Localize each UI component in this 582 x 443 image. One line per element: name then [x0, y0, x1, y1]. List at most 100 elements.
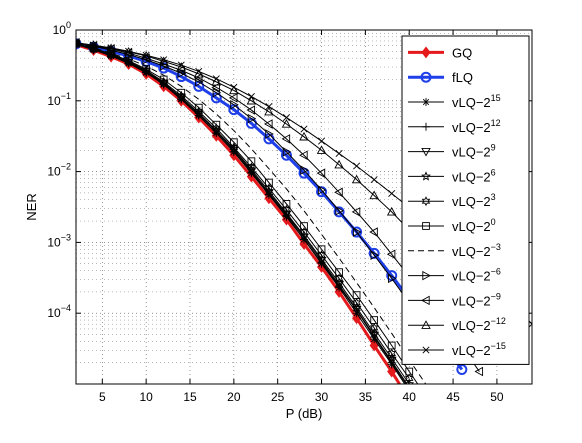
data-point	[247, 157, 256, 166]
data-point	[300, 165, 309, 175]
data-point	[76, 39, 80, 47]
data-point	[142, 54, 152, 65]
data-point	[90, 41, 98, 49]
legend-marker	[421, 196, 431, 207]
series-gq	[76, 38, 402, 384]
series-line	[76, 42, 445, 353]
data-point	[212, 75, 220, 83]
data-point	[141, 66, 152, 76]
legend-label: vLQ−2−9	[452, 291, 501, 308]
legend-marker	[421, 171, 431, 181]
y-tick-label: 10−4	[47, 303, 71, 320]
legend-label: vLQ−26	[452, 167, 496, 184]
plot-area	[76, 37, 532, 384]
series-line	[76, 43, 402, 384]
data-point	[230, 99, 239, 110]
data-point	[334, 159, 344, 169]
legend-label: vLQ−23	[452, 192, 496, 209]
series-layer	[76, 37, 532, 384]
y-tick-label: 10−2	[47, 162, 71, 179]
legend-entry: vLQ−2−3	[408, 242, 501, 259]
data-point	[456, 364, 468, 376]
series-vlq-2-9	[76, 40, 414, 384]
data-point	[351, 174, 362, 184]
data-point	[159, 75, 168, 84]
data-point	[195, 77, 204, 87]
data-point	[76, 37, 81, 47]
data-point	[335, 205, 345, 216]
data-point	[528, 320, 532, 328]
data-point	[405, 367, 414, 376]
legend-label: GQ	[452, 45, 472, 60]
data-point	[334, 277, 344, 287]
series-line	[76, 43, 419, 384]
data-point	[300, 125, 308, 133]
x-axis-label: P (dB)	[286, 406, 323, 421]
legend-marker	[422, 98, 430, 106]
data-point	[280, 149, 292, 161]
legend-entry: vLQ−215	[408, 93, 501, 110]
data-point	[195, 67, 203, 75]
data-point	[316, 168, 326, 178]
data-point	[247, 113, 257, 124]
data-point	[370, 250, 380, 260]
data-point	[388, 273, 397, 284]
series-line	[76, 43, 406, 384]
series-vlq-2-3	[76, 42, 427, 384]
series-vlq-2-12	[76, 40, 407, 384]
y-axis-label: NER	[24, 193, 39, 220]
data-point	[386, 249, 396, 260]
data-point	[193, 73, 203, 83]
y-tick-label: 10−1	[47, 91, 71, 108]
legend: GQ fLQ vLQ−215 vLQ−212 vLQ−29 vLQ−26 vLQ−23 vLQ…	[401, 35, 530, 365]
data-point	[177, 88, 186, 97]
data-point	[265, 178, 273, 187]
legend-label: vLQ−20	[452, 217, 496, 234]
data-point	[228, 93, 238, 103]
x-tick-label: 40	[403, 390, 417, 404]
axes-box	[75, 29, 533, 385]
legend-marker	[421, 320, 431, 329]
data-point	[335, 268, 343, 277]
data-point	[318, 137, 326, 145]
data-point	[282, 114, 290, 122]
x-tick-label: 25	[271, 390, 285, 404]
data-point	[316, 186, 328, 198]
data-point	[158, 56, 169, 66]
legend-label: vLQ−2−6	[452, 267, 501, 284]
x-tick-label: 20	[227, 390, 241, 404]
legend-label: vLQ−2−12	[452, 316, 506, 333]
data-point	[229, 138, 238, 147]
legend-marker	[421, 295, 430, 306]
data-point	[370, 316, 379, 324]
legend-entry: vLQ−29	[408, 143, 496, 160]
legend-label: vLQ−212	[452, 118, 501, 135]
legend-entry: vLQ−2−15	[408, 341, 506, 358]
data-point	[369, 190, 379, 200]
legend-marker	[422, 122, 430, 131]
legend-entry: vLQ−23	[408, 192, 496, 209]
data-point	[386, 270, 398, 282]
x-tick-label: 30	[315, 390, 329, 404]
legend-marker	[422, 346, 430, 354]
legend-entry: vLQ−2−12	[408, 316, 506, 333]
data-point	[211, 76, 222, 86]
data-point	[210, 92, 222, 104]
data-point	[317, 185, 327, 195]
legend-label: vLQ−215	[452, 93, 501, 110]
legend-entry: fLQ	[408, 70, 473, 85]
data-point	[212, 87, 222, 98]
data-point	[264, 106, 274, 116]
legend-label: vLQ−2−15	[452, 341, 506, 358]
data-point	[370, 176, 378, 184]
data-point	[194, 103, 203, 112]
y-tick-label: 100	[53, 20, 71, 37]
data-point	[387, 341, 396, 350]
data-point	[107, 44, 115, 52]
data-point	[265, 103, 273, 111]
series-line	[76, 42, 427, 384]
y-tick-label: 10−3	[47, 232, 71, 249]
legend-marker	[422, 222, 430, 230]
data-point	[404, 378, 415, 384]
legend-marker	[421, 46, 431, 59]
